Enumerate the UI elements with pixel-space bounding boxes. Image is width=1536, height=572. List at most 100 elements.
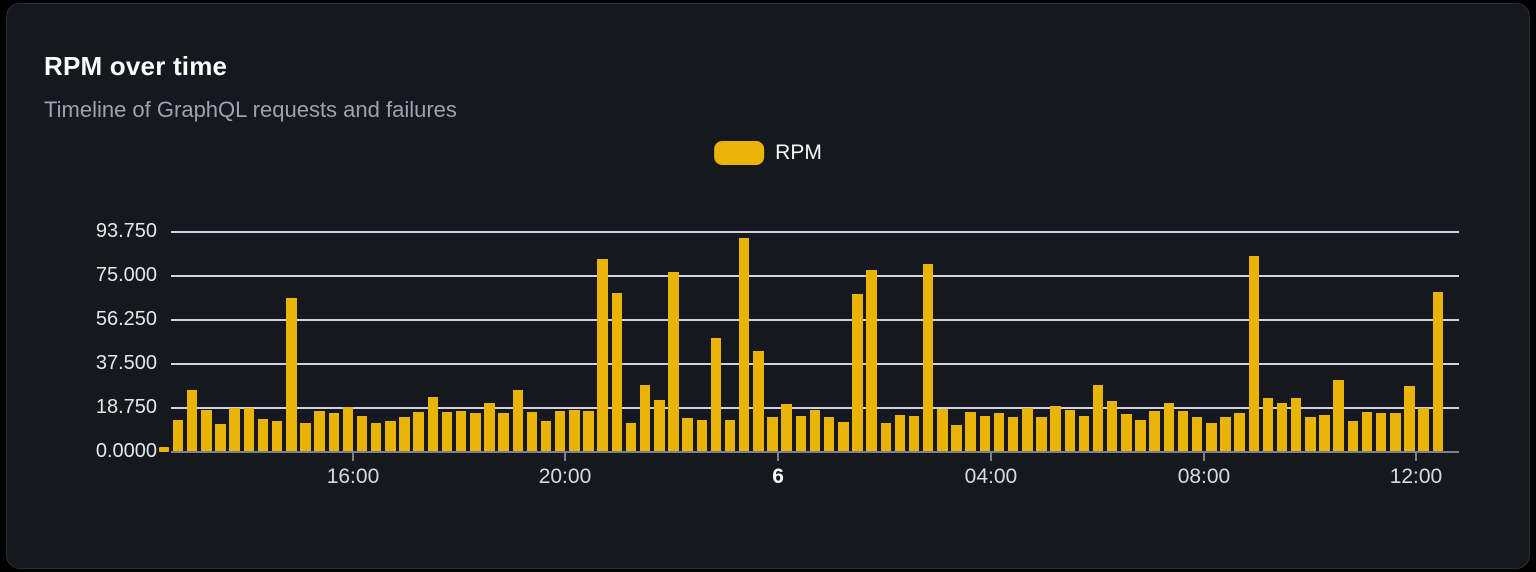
- rpm-bar[interactable]: [880, 423, 892, 452]
- rpm-bar[interactable]: [1390, 413, 1401, 452]
- rpm-bar[interactable]: [639, 384, 651, 452]
- rpm-bar[interactable]: [1361, 412, 1373, 452]
- rpm-bar[interactable]: [1220, 416, 1231, 452]
- rpm-bar[interactable]: [682, 418, 693, 452]
- rpm-bar[interactable]: [455, 410, 467, 452]
- rpm-bar[interactable]: [1191, 417, 1203, 452]
- rpm-bar[interactable]: [1121, 413, 1132, 452]
- rpm-bar[interactable]: [342, 407, 354, 452]
- rpm-bar[interactable]: [1078, 416, 1090, 452]
- rpm-bar[interactable]: [753, 350, 764, 452]
- x-axis-line: [171, 451, 1459, 453]
- rpm-bar[interactable]: [1177, 411, 1189, 452]
- rpm-bar[interactable]: [809, 409, 821, 452]
- rpm-bar[interactable]: [215, 423, 226, 452]
- rpm-bar[interactable]: [201, 410, 212, 452]
- rpm-bar[interactable]: [512, 390, 524, 452]
- rpm-bar[interactable]: [668, 272, 679, 452]
- rpm-bar[interactable]: [1262, 398, 1274, 452]
- rpm-bar[interactable]: [767, 416, 778, 452]
- rpm-bar[interactable]: [1234, 412, 1245, 452]
- rpm-bar[interactable]: [554, 410, 566, 452]
- rpm-bar[interactable]: [993, 413, 1005, 452]
- rpm-bar[interactable]: [441, 411, 453, 452]
- rpm-bar[interactable]: [328, 412, 340, 452]
- rpm-bar[interactable]: [611, 293, 623, 452]
- rpm-bar[interactable]: [470, 413, 481, 452]
- rpm-bar[interactable]: [866, 269, 877, 452]
- rpm-bar[interactable]: [286, 298, 297, 452]
- rpm-bar[interactable]: [597, 258, 608, 452]
- rpm-bar[interactable]: [1022, 407, 1033, 452]
- rpm-bar[interactable]: [1418, 407, 1429, 452]
- rpm-bar[interactable]: [1106, 400, 1118, 452]
- rpm-bar[interactable]: [894, 414, 906, 452]
- rpm-bar[interactable]: [795, 415, 807, 452]
- rpm-bar[interactable]: [1375, 413, 1387, 452]
- rpm-bar[interactable]: [1432, 291, 1444, 452]
- rpm-bar[interactable]: [1050, 405, 1061, 452]
- rpm-bar[interactable]: [781, 404, 792, 452]
- rpm-bar[interactable]: [625, 423, 637, 452]
- x-axis-tick-label: 08:00: [1177, 465, 1231, 488]
- rpm-bar[interactable]: [1206, 422, 1217, 452]
- rpm-bar[interactable]: [951, 424, 962, 452]
- rpm-bar[interactable]: [484, 402, 495, 452]
- rpm-bar[interactable]: [1290, 398, 1302, 452]
- rpm-bar[interactable]: [838, 422, 849, 452]
- x-axis-tick-label: 04:00: [964, 465, 1018, 488]
- rpm-bar[interactable]: [271, 421, 283, 452]
- gridline: [171, 362, 1459, 365]
- rpm-bar[interactable]: [583, 410, 594, 452]
- rpm-bar[interactable]: [823, 416, 835, 452]
- rpm-bar[interactable]: [229, 408, 240, 452]
- rpm-bar[interactable]: [1305, 417, 1316, 452]
- rpm-bar[interactable]: [908, 416, 920, 452]
- x-axis-tick-label: 16:00: [326, 465, 380, 488]
- rpm-bar[interactable]: [427, 397, 439, 452]
- rpm-bar[interactable]: [654, 400, 665, 452]
- rpm-bar[interactable]: [314, 410, 325, 452]
- rpm-bar[interactable]: [922, 264, 934, 452]
- rpm-bar[interactable]: [526, 412, 538, 452]
- rpm-bar[interactable]: [1404, 385, 1415, 452]
- rpm-bar[interactable]: [1319, 414, 1330, 452]
- rpm-bar[interactable]: [356, 415, 368, 452]
- rpm-bar[interactable]: [696, 420, 708, 452]
- legend-swatch-rpm[interactable]: [714, 141, 765, 165]
- rpm-bar[interactable]: [413, 411, 424, 452]
- rpm-bar[interactable]: [1347, 421, 1359, 452]
- rpm-bar[interactable]: [1135, 419, 1146, 452]
- rpm-bar[interactable]: [300, 422, 311, 452]
- rpm-bar[interactable]: [1276, 402, 1288, 452]
- rpm-bar[interactable]: [1149, 410, 1160, 452]
- rpm-bar[interactable]: [370, 422, 382, 452]
- rpm-bar[interactable]: [1333, 379, 1344, 452]
- rpm-bar[interactable]: [738, 237, 750, 452]
- rpm-bar[interactable]: [1248, 255, 1260, 452]
- rpm-bar[interactable]: [1064, 409, 1076, 452]
- y-axis-tick-label: 0.0000: [95, 440, 157, 462]
- rpm-bar[interactable]: [399, 417, 410, 452]
- rpm-bar[interactable]: [172, 420, 184, 452]
- rpm-bar[interactable]: [852, 293, 863, 452]
- plot-area[interactable]: 0.0000 18.750 37.500 56.250 75.000 93.750 16:0…: [7, 4, 1529, 568]
- rpm-bar[interactable]: [1036, 417, 1047, 452]
- rpm-bar[interactable]: [186, 390, 198, 452]
- rpm-bar[interactable]: [385, 421, 396, 452]
- rpm-bar[interactable]: [540, 420, 552, 452]
- rpm-bar[interactable]: [257, 418, 269, 452]
- rpm-bar[interactable]: [243, 408, 255, 452]
- rpm-bar[interactable]: [1007, 416, 1019, 452]
- rpm-bar[interactable]: [965, 412, 976, 452]
- rpm-bar[interactable]: [937, 409, 948, 452]
- rpm-bar[interactable]: [979, 415, 991, 452]
- gridline: [171, 274, 1459, 277]
- x-axis-tick-label: 6: [772, 465, 784, 488]
- rpm-bar[interactable]: [1163, 402, 1175, 452]
- rpm-bar[interactable]: [498, 412, 509, 452]
- rpm-bar[interactable]: [724, 420, 736, 452]
- rpm-bar[interactable]: [1092, 384, 1104, 452]
- rpm-bar[interactable]: [710, 337, 722, 452]
- rpm-bar[interactable]: [569, 410, 580, 452]
